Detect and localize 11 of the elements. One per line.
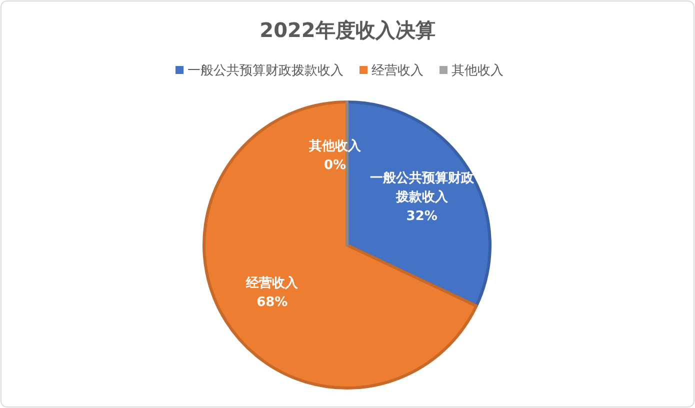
chart-title: 2022年度收入决算 [260,18,436,42]
pie-slice [202,100,478,390]
legend-label: 一般公共预算财政拨款收入 [188,64,344,79]
data-label: 68% [256,294,288,312]
slice-label: 经营收入 [246,274,298,292]
slice-label: 一般公共预算财政拨款收入 [368,170,475,207]
data-label: 32% [406,208,438,226]
legend-label: 经营收入 [372,64,424,79]
legend-label: 其他收入 [452,64,504,79]
category-label: 其他收入 [309,139,361,154]
text: 0% [324,158,346,174]
